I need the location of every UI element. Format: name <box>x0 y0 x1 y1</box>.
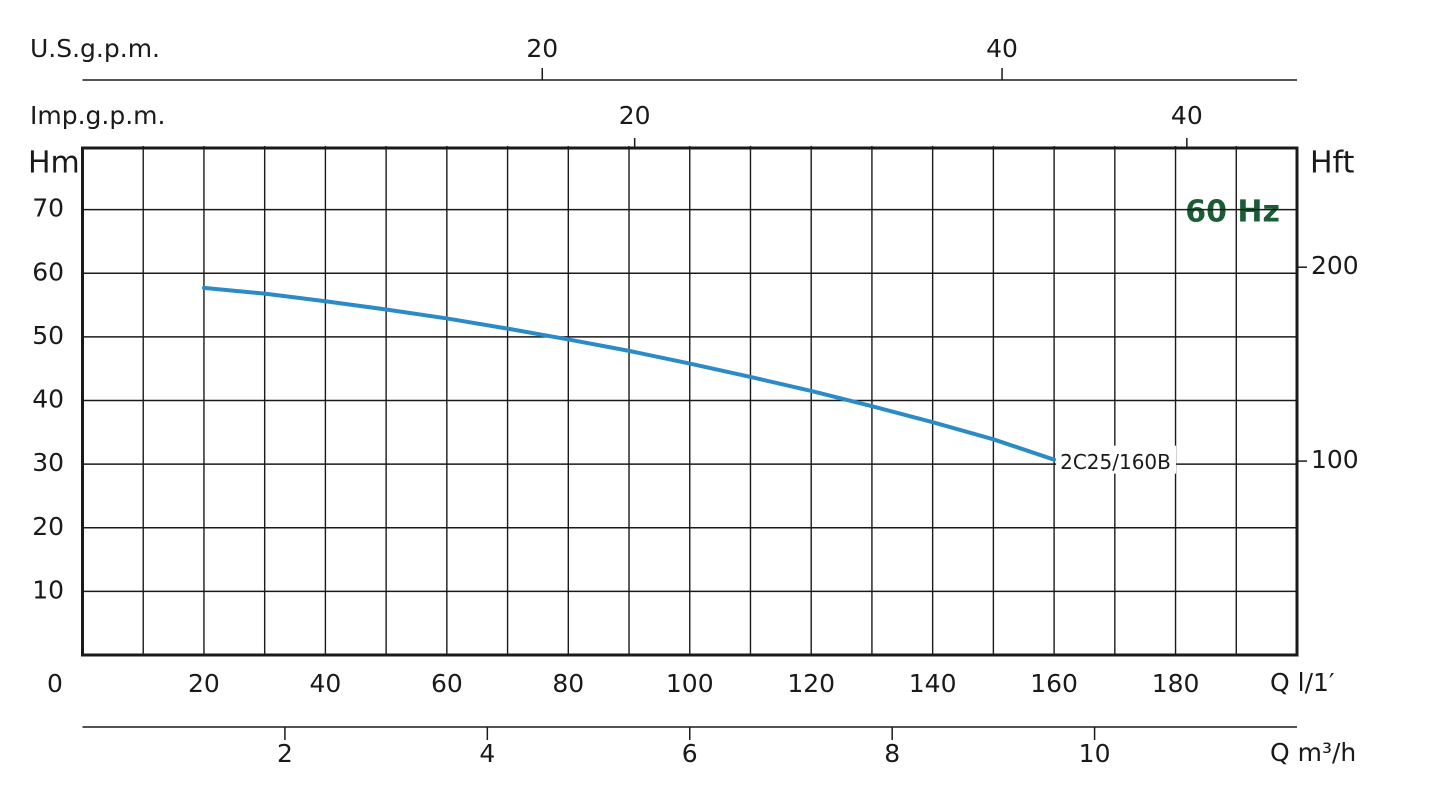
y2-axis-label: Hft <box>1310 146 1355 181</box>
m3h-tick-label: 2 <box>277 739 293 768</box>
us-gpm-tick-label: 20 <box>526 34 558 63</box>
pump-curve <box>201 285 1057 462</box>
y-tick-label: 50 <box>32 321 64 350</box>
y-tick-label: 10 <box>32 575 64 604</box>
x-tick-label: 20 <box>188 669 220 698</box>
x-tick-label: 100 <box>666 669 714 698</box>
m3h-tick-label: 8 <box>884 739 900 768</box>
m3h-tick-label: 4 <box>479 739 495 768</box>
y2-tick-label: 100 <box>1311 445 1359 474</box>
m3h-tick-label: 10 <box>1079 739 1111 768</box>
y-axis-label: Hm <box>28 146 80 181</box>
x-tick-label: 60 <box>431 669 463 698</box>
y-tick-label: 60 <box>32 257 64 286</box>
m3h-tick-label: 6 <box>682 739 698 768</box>
y-tick-label: 70 <box>32 194 64 223</box>
imp-gpm-tick-label: 20 <box>619 101 651 130</box>
y-tick-label: 40 <box>32 385 64 414</box>
x-tick-label: 180 <box>1152 669 1200 698</box>
x-tick-label: 0 <box>47 669 63 698</box>
imp-gpm-tick-label: 40 <box>1171 101 1203 130</box>
imp-gpm-label: Imp.g.p.m. <box>30 101 165 130</box>
label-bg <box>1056 445 1177 474</box>
frequency-annotation: 60 Hz <box>1185 195 1280 230</box>
us-gpm-tick-label: 40 <box>986 34 1018 63</box>
x-tick-label: 40 <box>309 669 341 698</box>
x-axis-label: Q l/1′ <box>1270 668 1335 697</box>
plot-frame <box>81 146 1299 657</box>
y2-tick-label: 200 <box>1311 251 1359 280</box>
x-tick-label: 140 <box>909 669 957 698</box>
y-tick-label: 30 <box>32 448 64 477</box>
us-gpm-label: U.S.g.p.m. <box>30 34 160 63</box>
x-tick-label: 80 <box>552 669 584 698</box>
x-tick-label: 120 <box>787 669 835 698</box>
series-label: 2C25/160B <box>1060 450 1171 474</box>
m3h-axis-label: Q m³/h <box>1270 738 1356 767</box>
y-tick-label: 20 <box>32 512 64 541</box>
x-tick-label: 160 <box>1030 669 1078 698</box>
